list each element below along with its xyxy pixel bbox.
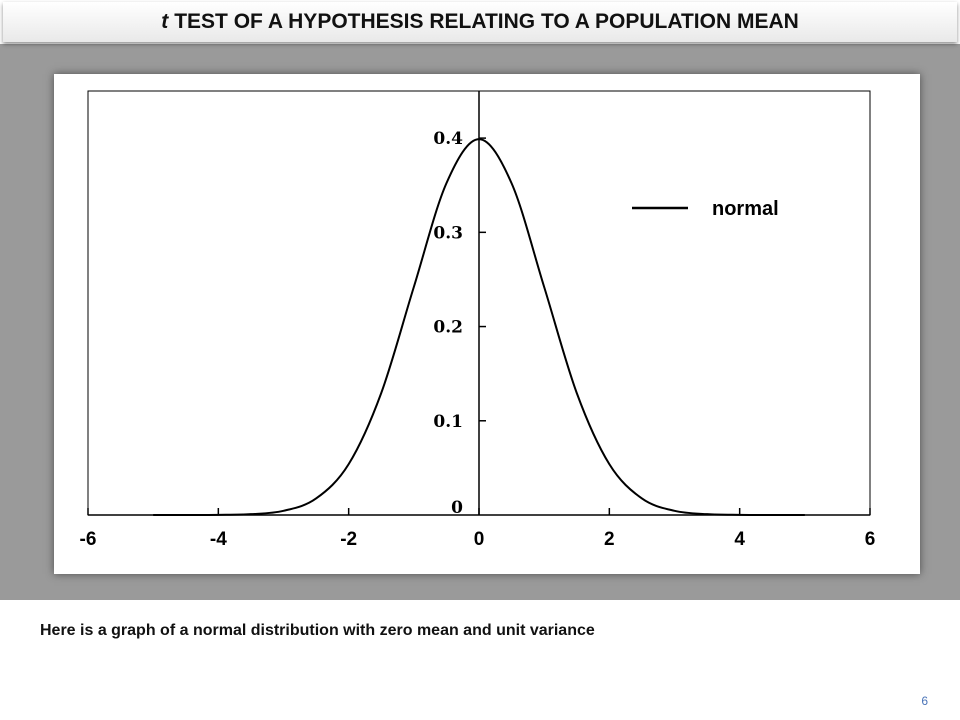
x-tick-label: 6 bbox=[865, 529, 876, 550]
x-tick-label: 2 bbox=[604, 529, 615, 550]
page-number: 6 bbox=[921, 694, 928, 708]
x-tick-label: -6 bbox=[80, 529, 97, 550]
y-tick-label: 0.4 bbox=[433, 129, 463, 149]
x-tick-label: -4 bbox=[210, 529, 227, 550]
series-line-normal bbox=[153, 138, 805, 517]
x-tick-label: -2 bbox=[340, 529, 357, 550]
normal-distribution-chart: -6 -4 -2 0 2 4 6 0 0.1 0.2 0.3 0.4 normal bbox=[80, 90, 876, 550]
x-tick-label: 0 bbox=[474, 529, 485, 550]
y-tick-label: 0.3 bbox=[433, 223, 463, 243]
slide-title: t TEST OF A HYPOTHESIS RELATING TO A POP… bbox=[3, 2, 957, 42]
title-italic-t: t bbox=[161, 10, 169, 33]
title-text: TEST OF A HYPOTHESIS RELATING TO A POPUL… bbox=[174, 10, 799, 33]
x-tick-label: 4 bbox=[734, 529, 745, 550]
chart-panel: -6 -4 -2 0 2 4 6 0 0.1 0.2 0.3 0.4 normal bbox=[54, 74, 920, 574]
slide-caption: Here is a graph of a normal distribution… bbox=[40, 622, 595, 639]
y-tick-label: 0.1 bbox=[433, 412, 463, 432]
y-tick-label: 0 bbox=[451, 498, 463, 518]
legend-label: normal bbox=[712, 198, 779, 220]
y-tick-label: 0.2 bbox=[433, 318, 463, 338]
